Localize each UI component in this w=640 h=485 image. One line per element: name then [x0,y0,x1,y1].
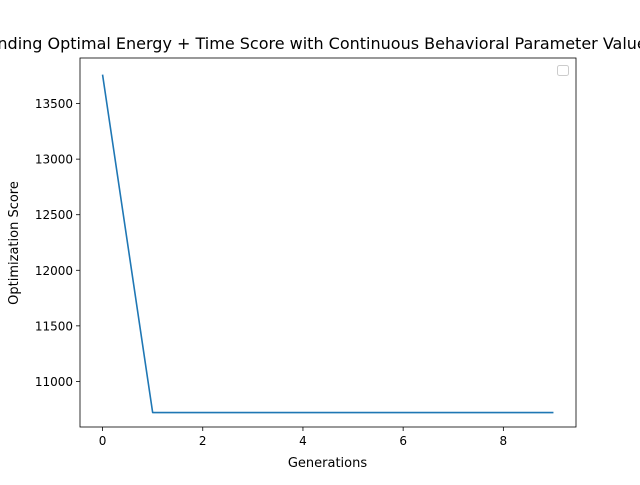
y-tick-label: 12000 [35,264,73,278]
x-axis-label: Generations [288,456,368,471]
series-line [101,74,554,414]
y-tick-label: 12500 [35,208,73,222]
x-tick-label: 2 [199,434,207,448]
y-tick-label: 11500 [35,319,73,333]
series-layer [101,74,554,414]
legend-box [557,65,569,76]
y-tick-label: 11000 [35,375,73,389]
x-tick-label: 6 [399,434,407,448]
legend [557,65,569,76]
y-axis-label: Optimization Score [7,181,22,305]
axes-frame [79,57,577,428]
x-axis-ticks: 0 2 4 6 8 [99,427,507,448]
y-axis-ticks: 11000 11500 12000 12500 13000 13500 [35,97,80,389]
x-tick-label: 8 [500,434,508,448]
y-tick-label: 13500 [35,97,73,111]
x-tick-label: 0 [99,434,107,448]
y-tick-label: 13000 [35,153,73,167]
x-tick-label: 4 [299,434,307,448]
chart-title: Finding Optimal Energy + Time Score with… [0,34,640,53]
